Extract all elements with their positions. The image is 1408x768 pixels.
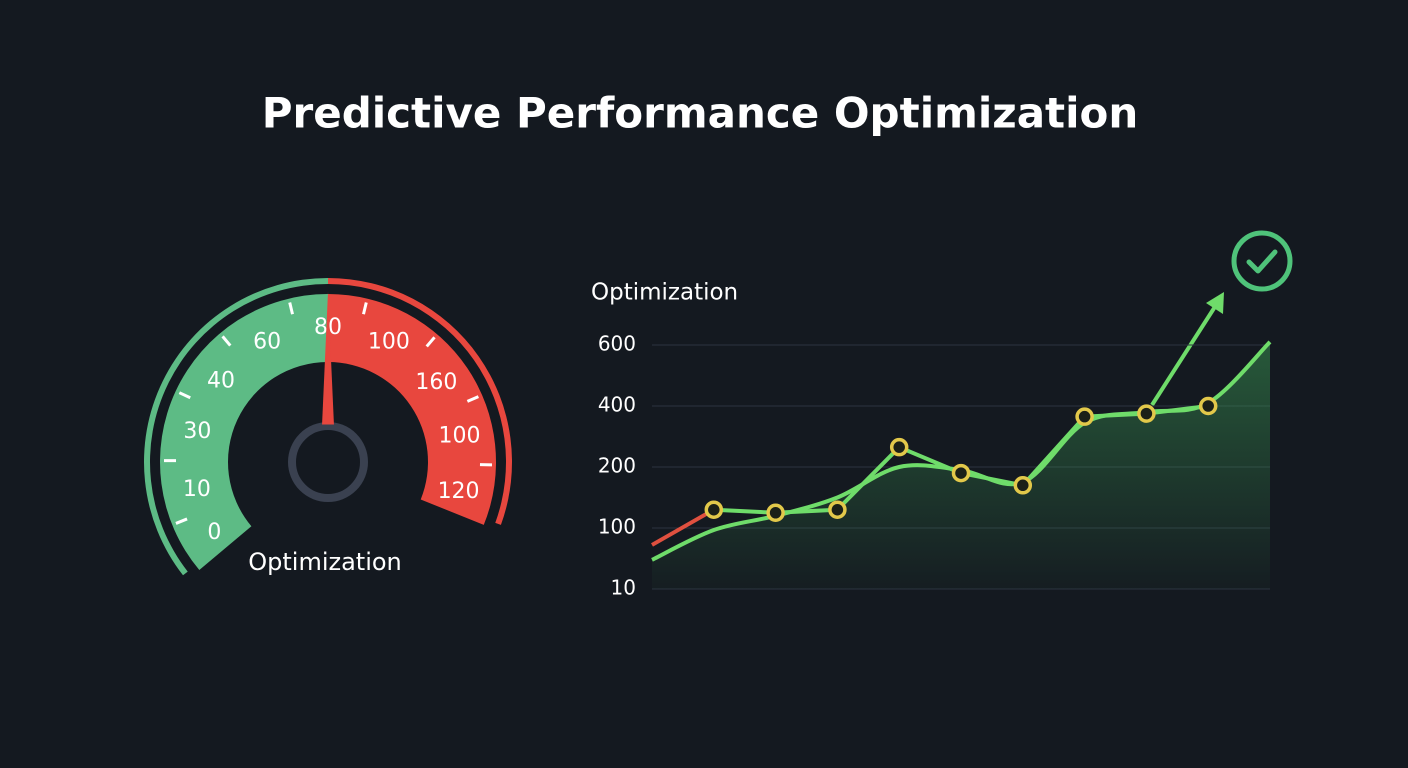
marker <box>889 437 909 457</box>
y-tick-label: 600 <box>598 332 636 356</box>
marker <box>704 500 724 519</box>
gauge-tick-label: 40 <box>207 368 235 393</box>
marker <box>1198 396 1218 416</box>
y-tick-label: 400 <box>598 393 636 417</box>
gauge-tick <box>362 302 368 315</box>
gauge-tick-label: 30 <box>183 419 211 444</box>
gauge-tick <box>178 391 191 400</box>
y-tick-label: 100 <box>598 515 636 539</box>
marker <box>1013 476 1033 495</box>
trend-arrow <box>1150 292 1224 407</box>
gauge-title: Optimization <box>248 548 402 576</box>
gauge-needle <box>322 292 334 425</box>
gauge-tick-label: 100 <box>368 330 410 355</box>
gauge-high-band <box>328 294 496 525</box>
marker <box>828 500 847 519</box>
gauge-tick-label: 10 <box>183 477 211 502</box>
gauge-tick <box>466 395 479 403</box>
gauge-tick <box>221 335 232 347</box>
gauge-tick-label: 60 <box>253 330 281 355</box>
marker <box>1075 407 1094 426</box>
chart-title: Optimization <box>591 280 738 306</box>
line <box>651 507 715 547</box>
area <box>652 341 1270 589</box>
gauge-tick-label: 0 <box>207 520 221 545</box>
gauge-low-band <box>159 294 328 570</box>
page-title: Predictive Performance Optimization <box>262 89 1139 138</box>
gauge-tick-label: 160 <box>415 370 457 395</box>
gauge-hub <box>288 422 368 502</box>
marker <box>1137 404 1156 423</box>
y-tick-label: 200 <box>598 454 636 478</box>
gauge-tick <box>425 336 436 348</box>
gauge-tick <box>175 517 188 525</box>
gauge-tick <box>288 302 294 315</box>
marker <box>766 503 785 522</box>
gauge-tick-label: 100 <box>439 423 481 448</box>
gauge-tick-label: 120 <box>438 479 480 504</box>
y-tick-label: 10 <box>611 576 636 600</box>
marker <box>951 463 971 483</box>
check-icon <box>1231 230 1293 292</box>
